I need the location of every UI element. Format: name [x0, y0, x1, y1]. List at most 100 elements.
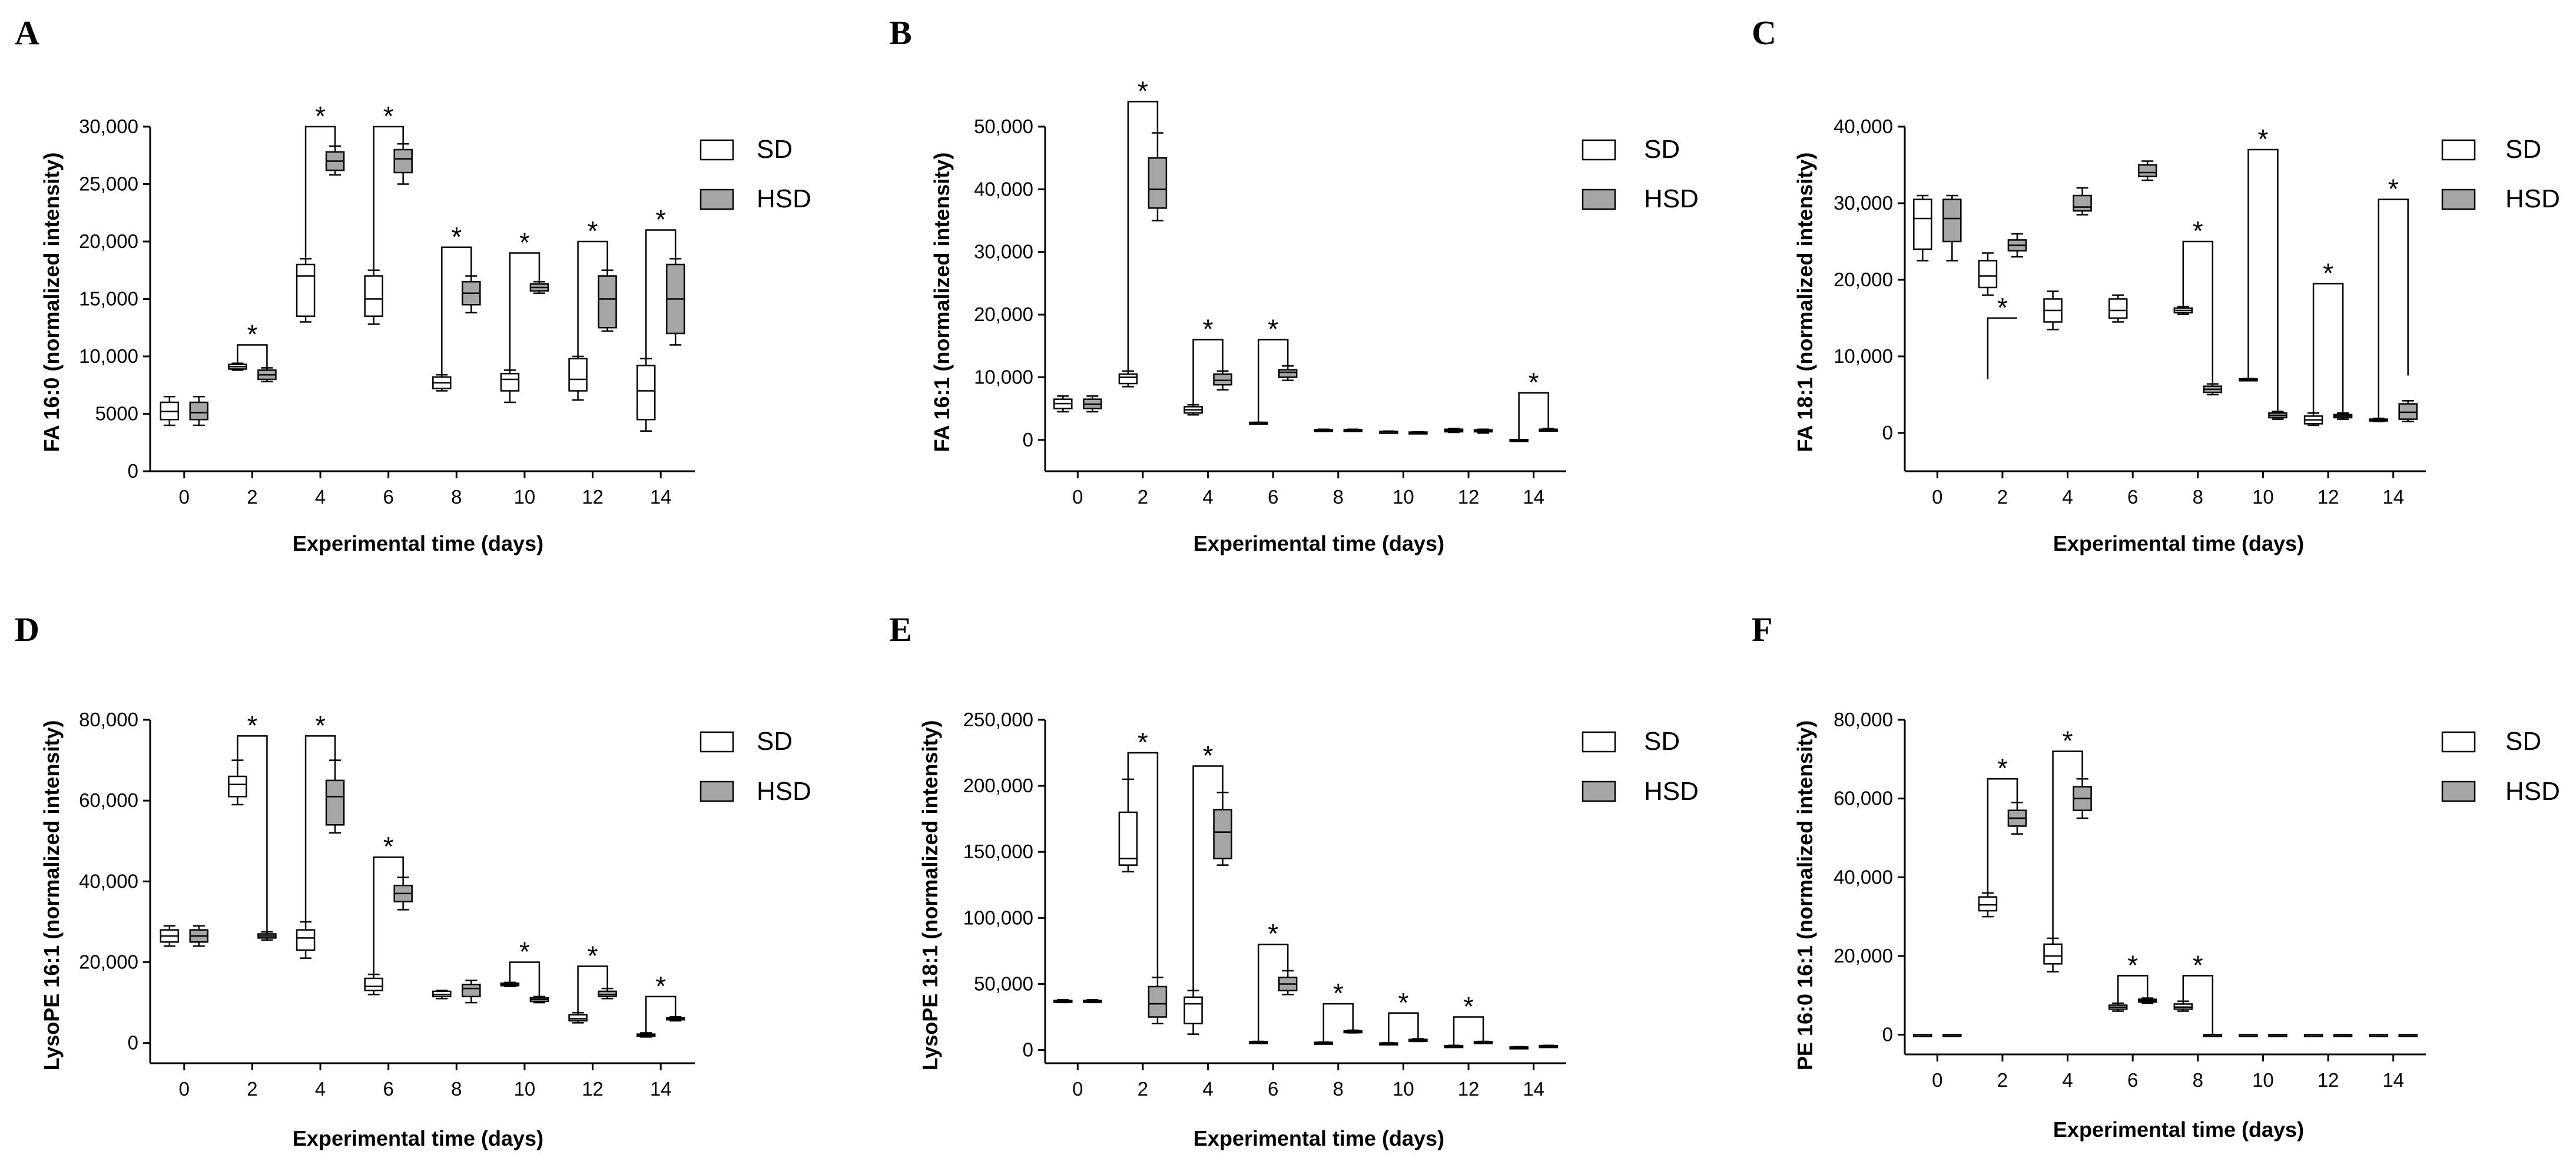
y-tick-label: 20,000: [1834, 945, 1893, 967]
box-sd-day-14: [636, 358, 656, 432]
significance-day-10: *: [1388, 987, 1419, 1043]
legend-label-sd: SD: [2505, 135, 2541, 164]
y-tick-label: 100,000: [963, 907, 1033, 928]
significance-star: *: [1398, 987, 1408, 1018]
significance-day-2: *: [1127, 75, 1159, 371]
significance-star: *: [247, 319, 257, 350]
significance-star: *: [383, 831, 394, 862]
y-tick-label: 15,000: [79, 288, 138, 310]
x-tick-label: 2: [1138, 486, 1148, 508]
significance-bracket: [509, 252, 541, 371]
box-hsd-day-14: [1539, 1044, 1558, 1048]
box-sd-day-10: [2239, 1034, 2258, 1037]
significance-bracket: [304, 125, 336, 259]
box-body: [393, 148, 413, 174]
significance-bracket: [304, 735, 336, 922]
box-sd-day-14: [2369, 1034, 2388, 1037]
significance-bracket: [1388, 1012, 1419, 1043]
x-tick-label: 6: [1268, 486, 1278, 508]
panel-f: F PE 16:0 16:1 (normalized intensity) Ex…: [1752, 610, 2560, 1142]
box-body: [296, 929, 316, 951]
y-axis-title: FA 16:0 (normalized intensity): [39, 153, 64, 452]
box-sd-day-12: [2303, 412, 2323, 426]
box-sd-day-14: [636, 1032, 656, 1038]
box-body: [1213, 373, 1232, 386]
y-axis-title: LysoPE 18:1 (normalized intensity): [918, 720, 942, 1071]
box-hsd-day-10: [1408, 1038, 1428, 1043]
box-hsd-day-14: [665, 1016, 685, 1022]
legend-label-sd: SD: [1644, 727, 1680, 756]
significance-day-12: *: [577, 216, 608, 356]
significance-day-6: *: [373, 101, 404, 270]
legend-swatch-hsd: [699, 780, 734, 802]
significance-bracket: [1257, 339, 1289, 423]
x-tick-label: 0: [1932, 1069, 1942, 1091]
significance-star: *: [588, 940, 598, 971]
significance-star: *: [519, 227, 530, 258]
y-axis-title: PE 16:0 16:1 (normalized intensity): [1793, 720, 1817, 1070]
box-hsd-day-0: [1942, 194, 1962, 262]
box-hsd-day-4: [325, 145, 345, 176]
box-sd-day-4: [2043, 290, 2063, 330]
x-tick-label: 12: [1458, 486, 1480, 508]
box-body: [1942, 199, 1962, 243]
box-sd-day-10: [1379, 430, 1398, 434]
box-hsd-day-12: [2333, 412, 2353, 420]
y-tick-label: 5000: [95, 403, 138, 425]
box-sd-day-12: [568, 1012, 588, 1024]
x-tick-label: 2: [247, 486, 257, 508]
y-tick-label: 150,000: [963, 841, 1033, 862]
x-tick-label: 8: [2193, 486, 2203, 508]
x-tick-label: 10: [1393, 486, 1414, 508]
box-body: [2398, 403, 2418, 420]
box-hsd-day-4: [325, 759, 345, 834]
significance-bracket: [645, 229, 677, 359]
y-tick-label: 20,000: [974, 303, 1033, 325]
y-tick-label: 20,000: [1834, 269, 1893, 290]
box-hsd-day-12: [598, 269, 617, 332]
box-hsd-day-8: [462, 275, 481, 314]
box-sd-day-2: [1978, 892, 1998, 918]
significance-day-12: *: [2312, 258, 2344, 414]
significance-bracket: [509, 961, 541, 997]
panel-b: B FA 16:1 (normalized intensity) Experim…: [889, 14, 1699, 555]
significance-bracket: [2182, 975, 2214, 1035]
x-tick-label: 2: [1138, 1078, 1148, 1100]
box-body: [1183, 996, 1203, 1024]
significance-day-10: *: [509, 227, 541, 371]
box-sd-day-4: [296, 258, 316, 323]
significance-day-4: *: [304, 710, 336, 922]
box-hsd-day-14: [1539, 428, 1558, 432]
box-hsd-day-0: [1083, 999, 1102, 1004]
box-sd-day-12: [2303, 1034, 2323, 1037]
box-body: [1148, 985, 1168, 1018]
box-body: [636, 365, 656, 421]
box-hsd-day-8: [1343, 428, 1363, 432]
y-tick-label: 10,000: [974, 366, 1033, 388]
significance-day-12: *: [577, 940, 608, 1013]
significance-day-4: *: [1192, 314, 1224, 405]
y-tick-label: 30,000: [974, 241, 1033, 263]
significance-bracket: [441, 246, 472, 375]
y-axis-title: LysoPE 16:1 (normalized intensity): [39, 720, 64, 1071]
significance-day-6: *: [1257, 314, 1289, 423]
box-body: [364, 977, 383, 991]
y-tick-label: 0: [1882, 422, 1893, 444]
significance-star: *: [2257, 124, 2268, 154]
significance-bracket: [237, 344, 268, 368]
y-tick-label: 0: [128, 1032, 138, 1054]
x-tick-label: 6: [1268, 1078, 1278, 1100]
box-hsd-day-6: [393, 143, 413, 185]
x-tick-label: 10: [514, 1078, 536, 1100]
significance-day-6: *: [2117, 950, 2149, 1004]
box-sd-day-6: [1248, 421, 1268, 425]
panel-c: C FA 18:1 (normalized intensity) Experim…: [1752, 14, 2560, 555]
significance-star: *: [1138, 727, 1148, 758]
y-tick-label: 0: [1023, 1039, 1033, 1061]
legend-swatch-hsd: [699, 188, 734, 210]
significance-bracket: [1987, 778, 2018, 894]
box-sd-day-8: [432, 373, 452, 392]
significance-bracket: [1987, 317, 2017, 379]
significance-day-8: *: [1322, 978, 1354, 1043]
box-body: [1978, 896, 1998, 912]
